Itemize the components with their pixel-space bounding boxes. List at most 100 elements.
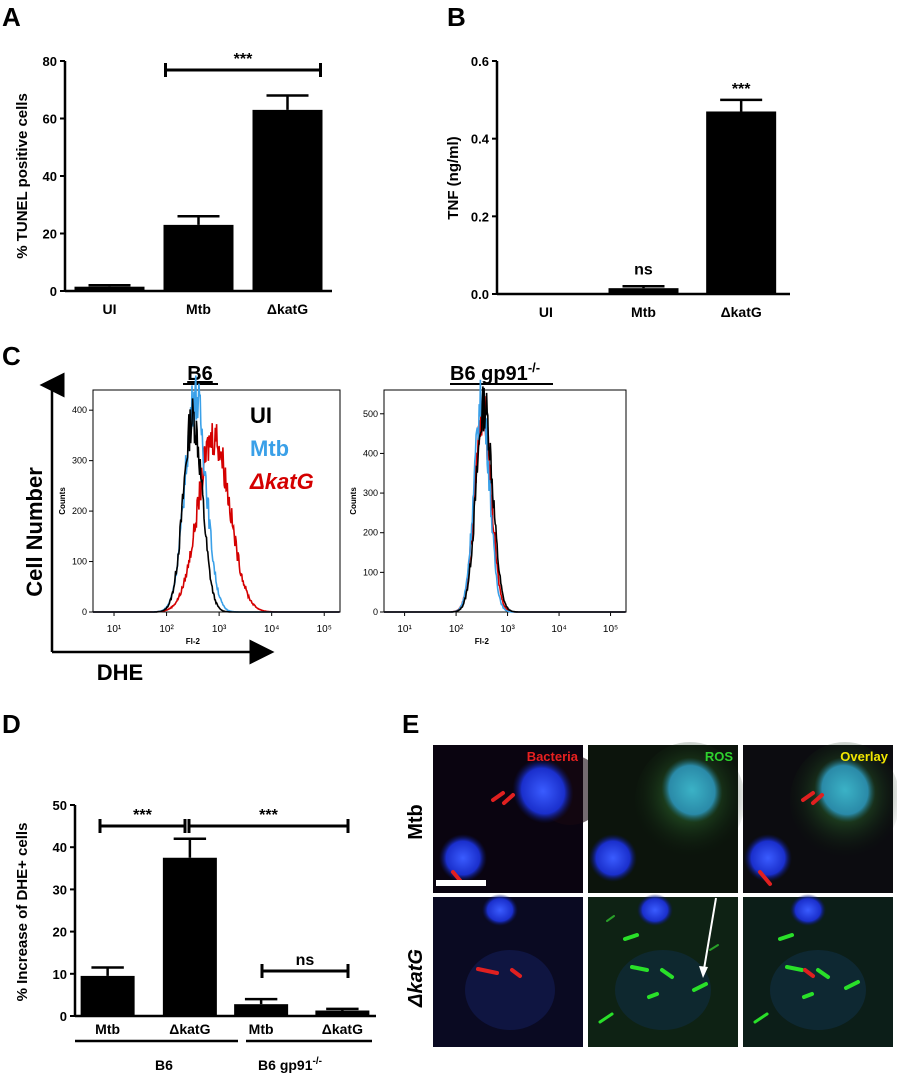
micrograph-katg-ros [588,894,738,1047]
legend-item: UI [250,403,272,428]
panel-e-letter: E [402,709,419,739]
panel-c-letter: C [2,341,21,371]
bar [74,286,145,291]
hist-y-tick-label: 0 [82,607,87,617]
hist-y-tick-label: 200 [363,528,378,538]
row-label-mtb: Mtb [405,804,427,840]
legend-item: ΔkatG [249,469,314,494]
category-label: UI [539,304,553,320]
arrow-head [699,966,708,978]
bar [162,857,217,1016]
y-tick-label: 40 [43,169,57,184]
y-tick-label: 0 [60,1009,67,1024]
group-b6-label: B6 [155,1057,173,1073]
hist1-title: B6 [187,363,213,385]
hist-y-tick-label: 300 [72,456,87,466]
panel-c-legend: UI Mtb ΔkatG [249,403,314,494]
group-b6gp91-sup: -/- [313,1056,322,1067]
panel-c-ylabel: Cell Number [22,467,47,597]
histogram-b6-gp91: 0 100 200 300 400 500 10¹ 10² 10³ 10⁴ 10⁵ Fl-2 Count… [349,379,627,646]
y-tick-label: 80 [43,54,57,69]
category-label: Mtb [95,1021,120,1037]
hist-x-tick-label: 10² [449,624,464,635]
bar [163,224,234,291]
bar [706,111,777,294]
panel-d-bar-chart: 0 10 20 30 40 50 Mtb ΔkatG Mtb ΔkatG *** *** ns [53,798,376,1043]
micrograph-katg-bacteria [433,894,583,1047]
category-label: Mtb [249,1021,274,1037]
hist-line-ui [93,398,340,613]
hist2-title: B6 gp91-/- [450,360,540,385]
panel-a-bar-chart: 0 20 40 60 80 UI Mtb ΔkatG *** [43,51,332,317]
y-tick-label: 30 [53,882,67,897]
sig-bracket-2-label: *** [259,807,278,824]
col-label-overlay: Overlay [840,749,888,764]
hist-x-tick-label: 10⁴ [551,624,566,635]
hist-y-axis-label: Counts [58,487,67,515]
panel-a-ylabel: % TUNEL positive cells [14,93,31,259]
y-tick-label: 0.6 [471,54,489,69]
y-tick-label: 0.2 [471,209,489,224]
significance-ns: ns [634,261,653,278]
category-label: UI [103,301,117,317]
y-tick-label: 20 [53,925,67,940]
hist-y-tick-label: 300 [363,488,378,498]
micrograph-mtb-bacteria [433,745,605,893]
y-tick-label: 0 [50,284,57,299]
micrograph-mtb-overlay [743,742,897,893]
hist-y-tick-label: 100 [363,567,378,577]
hist-y-axis-label: Counts [349,487,358,515]
category-label: ΔkatG [169,1021,210,1037]
sig-bracket-1-label: *** [133,807,152,824]
hist-frame [92,389,341,613]
sig-bracket-ns-label: ns [296,952,315,969]
hist-x-axis-label: Fl-2 [475,637,490,646]
y-tick-label: 50 [53,798,67,813]
hist-x-tick-label: 10⁵ [603,624,618,635]
panel-a-letter: A [2,2,21,32]
hist-frame [383,389,627,613]
bar [80,975,135,1016]
hist-y-tick-label: 400 [72,405,87,415]
row-label-katg: ΔkatG [405,949,427,1008]
y-tick-label: 0.4 [471,132,490,147]
category-label: ΔkatG [322,1021,363,1037]
scale-bar [436,880,486,886]
micrograph-katg-overlay [743,894,893,1047]
panel-b-ylabel: TNF (ng/ml) [445,136,462,219]
hist-line-ui [384,386,626,613]
hist-line-katg [384,396,626,613]
category-label: ΔkatG [267,301,308,317]
bar [510,294,581,295]
panel-b-letter: B [447,2,466,32]
hist2-title-main: B6 gp91 [450,363,528,385]
bar [234,1004,289,1016]
group-b6gp91-main: B6 gp91 [258,1057,313,1073]
hist-x-tick-label: 10³ [212,624,227,635]
y-tick-label: 0.0 [471,287,489,302]
bar [315,1010,370,1016]
col-label-bacteria: Bacteria [527,749,579,764]
hist-x-tick-label: 10¹ [397,624,412,635]
hist-x-axis-label: Fl-2 [186,637,201,646]
panel-d-ylabel: % Increase of DHE+ cells [14,823,31,1002]
hist2-title-sup: -/- [528,360,540,375]
category-label: Mtb [631,304,656,320]
hist-y-tick-label: 200 [72,506,87,516]
hist-y-tick-label: 100 [72,557,87,567]
category-label: ΔkatG [721,304,762,320]
col-label-ros: ROS [705,749,734,764]
panel-c-xlabel: DHE [97,660,143,685]
significance-stars: *** [234,51,253,68]
y-tick-label: 40 [53,840,67,855]
hist-x-tick-label: 10² [159,624,174,635]
y-tick-label: 10 [53,967,67,982]
histogram-b6: 0 100 200 300 400 10¹ 10² 10³ 10⁴ 10⁵ Fl-2 Counts [58,375,341,646]
hist-line-mtb [384,379,626,613]
hist-y-tick-label: 400 [363,448,378,458]
hist-x-tick-label: 10¹ [107,624,122,635]
category-label: Mtb [186,301,211,317]
arrow-line [702,897,717,976]
bar [252,109,323,291]
